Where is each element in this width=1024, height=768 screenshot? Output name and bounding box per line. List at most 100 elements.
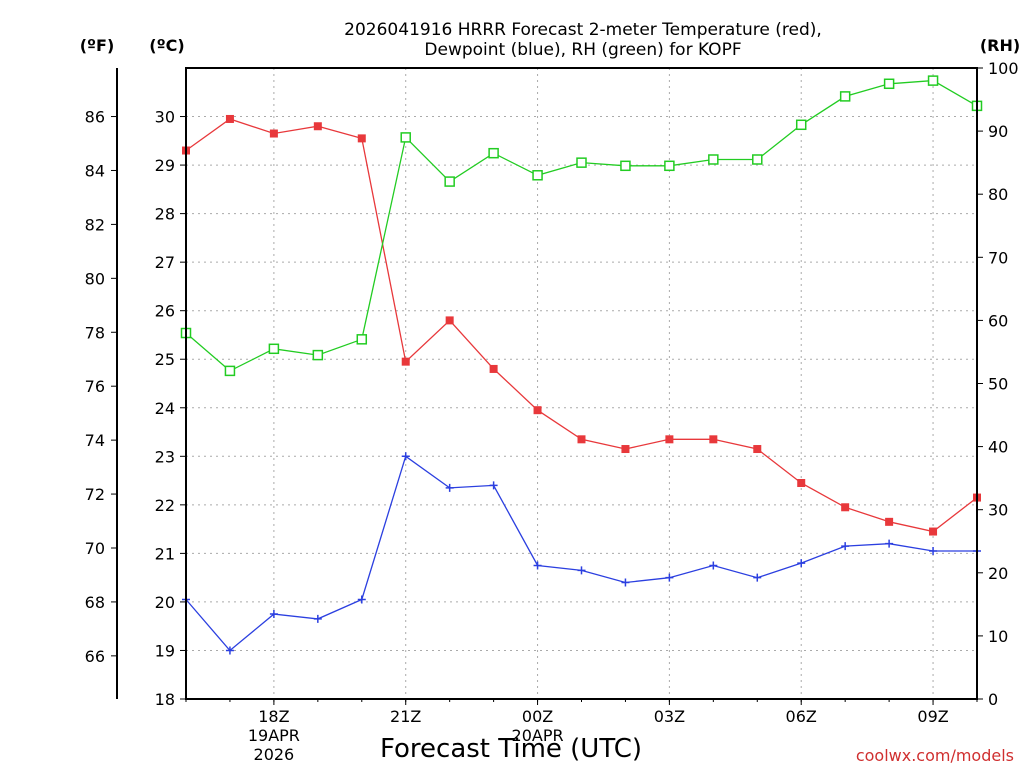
- 2-meter-temperature-point: [621, 445, 630, 454]
- x-tick-label: 19APR: [248, 726, 300, 745]
- rh-tick-label: 60: [988, 311, 1008, 330]
- x-tick-label: 06Z: [786, 707, 817, 726]
- relative-humidity-point: [444, 176, 455, 187]
- rh-tick-label: 50: [988, 375, 1008, 394]
- rh-tick-label: 30: [988, 501, 1008, 520]
- fahrenheit-tick-label: 72: [85, 485, 105, 504]
- celsius-tick-label: 19: [155, 641, 175, 660]
- relative-humidity-point: [356, 334, 368, 345]
- 2-meter-temperature-point: [445, 316, 454, 325]
- relative-humidity-point: [927, 75, 939, 86]
- celsius-tick-label: 27: [155, 253, 175, 272]
- credit-text: coolwx.com/models: [856, 746, 1014, 765]
- relative-humidity-point: [839, 91, 851, 102]
- x-tick-label: 2026: [254, 745, 295, 764]
- celsius-tick-label: 20: [155, 593, 175, 612]
- dewpoint-point: [357, 595, 366, 604]
- dewpoint-point: [665, 573, 674, 582]
- celsius-tick-label: 25: [155, 350, 175, 369]
- dewpoint-point: [313, 614, 322, 623]
- fahrenheit-tick-label: 86: [85, 108, 105, 127]
- 2-meter-temperature-point: [225, 114, 234, 123]
- fahrenheit-unit-label: (ºF): [80, 36, 115, 55]
- rh-tick-label: 90: [988, 122, 1008, 141]
- dewpoint-point: [577, 566, 586, 575]
- celsius-tick-label: 30: [155, 108, 175, 127]
- celsius-tick-label: 21: [155, 544, 175, 563]
- x-tick-label: 09Z: [917, 707, 948, 726]
- relative-humidity-point: [268, 343, 280, 355]
- 2-meter-temperature-point: [709, 435, 718, 444]
- x-axis-title: Forecast Time (UTC): [380, 734, 642, 764]
- rh-tick-label: 70: [988, 248, 1008, 267]
- relative-humidity-point: [795, 119, 807, 131]
- fahrenheit-tick-label: 66: [85, 647, 105, 666]
- fahrenheit-tick-label: 82: [85, 215, 105, 234]
- relative-humidity-point: [224, 365, 236, 377]
- x-tick-label: 18Z: [258, 707, 289, 726]
- celsius-tick-label: 26: [155, 302, 175, 321]
- dewpoint-point: [269, 610, 278, 619]
- rh-tick-label: 0: [988, 690, 998, 709]
- 2-meter-temperature-point: [665, 435, 674, 444]
- dewpoint-point: [797, 559, 806, 568]
- fahrenheit-tick-label: 80: [85, 269, 105, 288]
- title-line-2: Dewpoint (blue), RH (green) for KOPF: [424, 40, 741, 60]
- fahrenheit-tick-label: 84: [85, 161, 105, 180]
- 2-meter-temperature-point: [533, 406, 542, 415]
- dewpoint-point: [709, 561, 718, 570]
- relative-humidity-line: [185, 79, 978, 372]
- dewpoint-point: [445, 483, 454, 492]
- rh-tick-label: 20: [988, 564, 1008, 583]
- fahrenheit-tick-label: 68: [85, 593, 105, 612]
- data-series: [180, 75, 983, 655]
- rh-tick-label: 10: [988, 627, 1008, 646]
- relative-humidity-point: [532, 170, 543, 181]
- celsius-tick-label: 24: [155, 399, 175, 418]
- chart-title: 2026041916 HRRR Forecast 2-meter Tempera…: [344, 20, 822, 60]
- celsius-tick-label: 18: [155, 690, 175, 709]
- dewpoint-point: [753, 573, 762, 582]
- celsius-tick-label: 29: [155, 156, 175, 175]
- celsius-tick-label: 22: [155, 496, 175, 515]
- rh-tick-label: 100: [988, 59, 1019, 78]
- celsius-tick-label: 28: [155, 205, 175, 224]
- relative-humidity-point: [312, 349, 324, 361]
- dewpoint-point: [533, 561, 542, 570]
- 2-meter-temperature-line: [185, 118, 978, 533]
- 2-meter-temperature-point: [753, 445, 762, 454]
- relative-humidity-point: [576, 157, 587, 168]
- fahrenheit-tick-label: 78: [85, 323, 105, 342]
- 2-meter-temperature-point: [357, 134, 366, 143]
- title-line-1: 2026041916 HRRR Forecast 2-meter Tempera…: [344, 20, 822, 40]
- x-tick-label: 21Z: [390, 707, 421, 726]
- 2-meter-temperature-point: [885, 517, 894, 526]
- 2-meter-temperature-point: [929, 527, 938, 536]
- rh-unit-label: (RH): [980, 36, 1020, 55]
- dewpoint-point: [885, 539, 894, 548]
- relative-humidity-point: [400, 132, 411, 143]
- 2-meter-temperature-point: [489, 364, 498, 373]
- relative-humidity-point: [488, 147, 499, 159]
- rh-tick-label: 80: [988, 185, 1008, 204]
- dewpoint-point: [929, 546, 938, 555]
- 2-meter-temperature-point: [577, 435, 586, 444]
- rh-tick-label: 40: [988, 438, 1008, 457]
- relative-humidity-point: [620, 160, 631, 172]
- celsius-tick-label: 23: [155, 447, 175, 466]
- relative-humidity-point: [664, 160, 675, 172]
- relative-humidity-point: [708, 154, 719, 165]
- 2-meter-temperature-point: [401, 357, 410, 366]
- 2-meter-temperature-point: [313, 122, 322, 131]
- x-tick-label: 00Z: [522, 707, 553, 726]
- dewpoint-point: [841, 542, 850, 551]
- fahrenheit-tick-label: 74: [85, 431, 105, 450]
- x-tick-label: 03Z: [654, 707, 685, 726]
- fahrenheit-tick-label: 70: [85, 539, 105, 558]
- fahrenheit-tick-label: 76: [85, 377, 105, 396]
- 2-meter-temperature-point: [797, 479, 806, 488]
- dewpoint-point: [225, 646, 234, 655]
- dewpoint-point: [621, 578, 630, 587]
